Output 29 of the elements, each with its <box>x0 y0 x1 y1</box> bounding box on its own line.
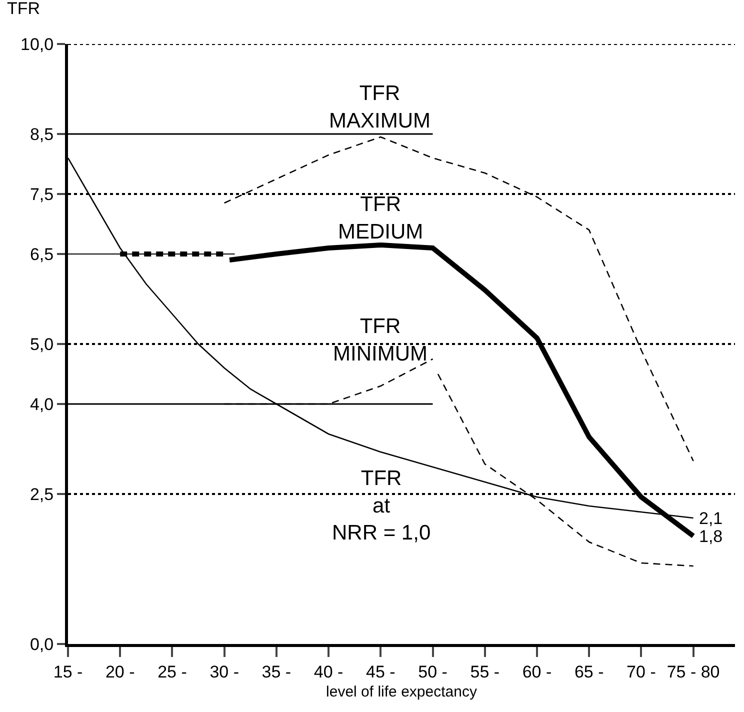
x-tick-label: 30 - <box>210 662 239 682</box>
x-tick-label: 40 - <box>314 662 344 682</box>
y-tick-label: 8,5 <box>30 124 54 144</box>
y-tick-label: 10,0 <box>20 34 54 54</box>
x-tick-label: 65 - <box>574 662 604 682</box>
x-tick-label: 25 - <box>158 662 187 682</box>
x-tick-label: 35 - <box>262 662 292 682</box>
y-axis-title: TFR <box>7 0 40 18</box>
x-tick-label: 20 - <box>105 662 135 682</box>
x-tick-label: 60 - <box>522 662 552 682</box>
annotation: TFR MAXIMUM <box>329 82 430 132</box>
annotation: TFR MINIMUM <box>333 315 428 366</box>
x-tick-label: 15 - <box>53 662 83 682</box>
y-tick-label: 0,0 <box>30 634 54 654</box>
y-tick-label: 4,0 <box>30 394 54 414</box>
annotation: 2,1 <box>699 509 723 528</box>
x-tick-label: 50 - <box>418 662 448 682</box>
annotation: TFR MEDIUM <box>338 193 424 244</box>
x-axis-title: level of life expectancy <box>326 683 478 700</box>
y-tick-label: 2,5 <box>30 484 54 504</box>
x-tick-label: 75 - 80 <box>666 662 720 682</box>
annotation: TFR at NRR = 1,0 <box>332 467 431 545</box>
y-tick-label: 5,0 <box>30 334 54 354</box>
annotation: 1,8 <box>699 527 723 546</box>
x-tick-label: 55 - <box>470 662 500 682</box>
y-tick-label: 7,5 <box>30 184 54 204</box>
x-tick-label: 70 - <box>626 662 656 682</box>
y-tick-label: 6,5 <box>30 244 54 264</box>
x-tick-label: 45 - <box>366 662 396 682</box>
